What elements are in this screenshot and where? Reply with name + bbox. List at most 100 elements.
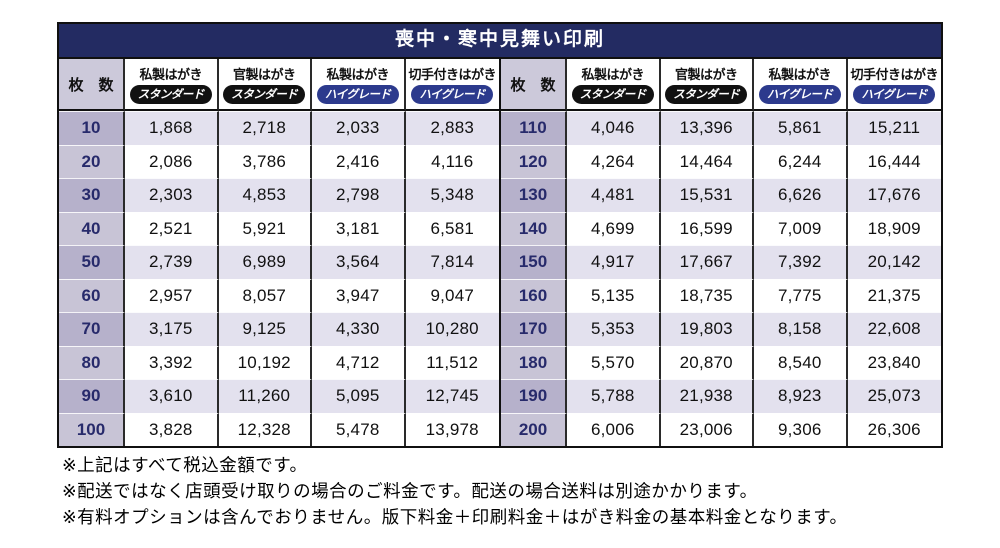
price-cell: 9,047 <box>405 278 499 312</box>
price-cell: 6,581 <box>405 211 499 245</box>
qty-cell: 200 <box>501 412 567 446</box>
qty-cell: 180 <box>501 345 567 379</box>
price-cell: 8,923 <box>754 379 848 413</box>
product-header-cell: 切手付きはがき ハイグレード <box>847 59 941 111</box>
product-name: 切手付きはがき <box>850 67 938 82</box>
price-cell: 6,006 <box>567 412 661 446</box>
price-cell: 11,260 <box>218 379 312 413</box>
price-cell: 13,396 <box>660 111 754 145</box>
product-name: 切手付きはがき <box>408 67 496 82</box>
price-cell: 8,057 <box>218 278 312 312</box>
price-table: 喪中・寒中見舞い印刷 枚 数私製はがき スタンダード 官製はがき スタンダード 私製はが… <box>57 22 943 448</box>
qty-cell: 120 <box>501 144 567 178</box>
product-name: 私製はがき <box>768 67 831 82</box>
price-cell: 19,803 <box>660 312 754 346</box>
qty-cell: 130 <box>501 178 567 212</box>
qty-cell: 10 <box>59 111 125 145</box>
price-cell: 10,192 <box>218 345 312 379</box>
product-name: 私製はがき <box>139 67 202 82</box>
price-cell: 16,444 <box>847 144 941 178</box>
price-cell: 5,135 <box>567 278 661 312</box>
price-cell: 23,006 <box>660 412 754 446</box>
price-cell: 6,244 <box>754 144 848 178</box>
product-name: 私製はがき <box>581 67 644 82</box>
grade-badge: ハイグレード <box>758 85 841 104</box>
price-cell: 6,626 <box>754 178 848 212</box>
price-cell: 3,392 <box>125 345 219 379</box>
price-cell: 2,303 <box>125 178 219 212</box>
product-header-cell: 官製はがき スタンダード <box>218 59 312 111</box>
price-cell: 4,712 <box>312 345 406 379</box>
table-title: 喪中・寒中見舞い印刷 <box>59 24 941 59</box>
price-cell: 8,158 <box>754 312 848 346</box>
price-cell: 21,938 <box>660 379 754 413</box>
price-cell: 2,798 <box>312 178 406 212</box>
product-header-cell: 官製はがきスタンダード <box>660 59 754 111</box>
price-cell: 3,181 <box>312 211 406 245</box>
product-name: 官製はがき <box>232 67 296 82</box>
qty-cell: 190 <box>501 379 567 413</box>
price-cell: 4,116 <box>405 144 499 178</box>
price-cell: 2,883 <box>405 111 499 145</box>
price-cell: 7,775 <box>754 278 848 312</box>
qty-cell: 100 <box>59 412 125 446</box>
product-header-cell: 私製はがき スタンダード <box>125 59 219 111</box>
grade-badge: スタンダード <box>571 85 654 104</box>
notes: ※上記はすべて税込金額です。 ※配送ではなく店頭受け取りの場合のご料金です。配送… <box>62 452 848 530</box>
qty-cell: 80 <box>59 345 125 379</box>
price-cell: 7,392 <box>754 245 848 279</box>
price-table-left-half: 枚 数私製はがき スタンダード 官製はがき スタンダード 私製はがきハイグレード 切手付き… <box>59 59 499 446</box>
price-cell: 2,416 <box>312 144 406 178</box>
price-cell: 2,086 <box>125 144 219 178</box>
qty-cell: 170 <box>501 312 567 346</box>
price-cell: 14,464 <box>660 144 754 178</box>
price-cell: 23,840 <box>847 345 941 379</box>
price-cell: 2,718 <box>218 111 312 145</box>
price-cell: 3,786 <box>218 144 312 178</box>
price-cell: 22,608 <box>847 312 941 346</box>
qty-cell: 110 <box>501 111 567 145</box>
grade-badge: ハイグレード <box>316 85 399 104</box>
price-cell: 26,306 <box>847 412 941 446</box>
price-cell: 16,599 <box>660 211 754 245</box>
qty-cell: 20 <box>59 144 125 178</box>
price-cell: 21,375 <box>847 278 941 312</box>
price-cell: 7,814 <box>405 245 499 279</box>
price-cell: 4,853 <box>218 178 312 212</box>
price-cell: 5,570 <box>567 345 661 379</box>
price-cell: 25,073 <box>847 379 941 413</box>
price-cell: 4,699 <box>567 211 661 245</box>
price-cell: 5,788 <box>567 379 661 413</box>
product-header-cell: 私製はがきハイグレード <box>754 59 848 111</box>
note-line: ※有料オプションは含んでおりません。版下料金＋印刷料金＋はがき料金の基本料金とな… <box>62 507 848 527</box>
qty-header-cell: 枚 数 <box>501 59 567 111</box>
price-cell: 6,989 <box>218 245 312 279</box>
qty-cell: 40 <box>59 211 125 245</box>
price-cell: 3,564 <box>312 245 406 279</box>
price-cell: 5,348 <box>405 178 499 212</box>
price-table-right-half: 枚 数私製はがき スタンダード 官製はがき スタンダード 私製はがき ハイグレード 切手付き… <box>499 59 941 446</box>
qty-cell: 150 <box>501 245 567 279</box>
price-cell: 17,676 <box>847 178 941 212</box>
product-header-cell: 私製はがきスタンダード <box>567 59 661 111</box>
price-cell: 3,610 <box>125 379 219 413</box>
qty-cell: 60 <box>59 278 125 312</box>
price-cell: 8,540 <box>754 345 848 379</box>
qty-cell: 70 <box>59 312 125 346</box>
price-cell: 4,917 <box>567 245 661 279</box>
price-cell: 10,280 <box>405 312 499 346</box>
price-cell: 1,868 <box>125 111 219 145</box>
price-cell: 4,330 <box>312 312 406 346</box>
price-cell: 17,667 <box>660 245 754 279</box>
price-cell: 4,046 <box>567 111 661 145</box>
product-name: 官製はがき <box>674 67 738 82</box>
grade-badge: スタンダード <box>665 85 748 104</box>
price-cell: 12,745 <box>405 379 499 413</box>
qty-cell: 50 <box>59 245 125 279</box>
price-cell: 11,512 <box>405 345 499 379</box>
price-cell: 2,033 <box>312 111 406 145</box>
price-cell: 12,328 <box>218 412 312 446</box>
qty-header-cell: 枚 数 <box>59 59 125 111</box>
price-cell: 3,828 <box>125 412 219 446</box>
price-cell: 20,142 <box>847 245 941 279</box>
